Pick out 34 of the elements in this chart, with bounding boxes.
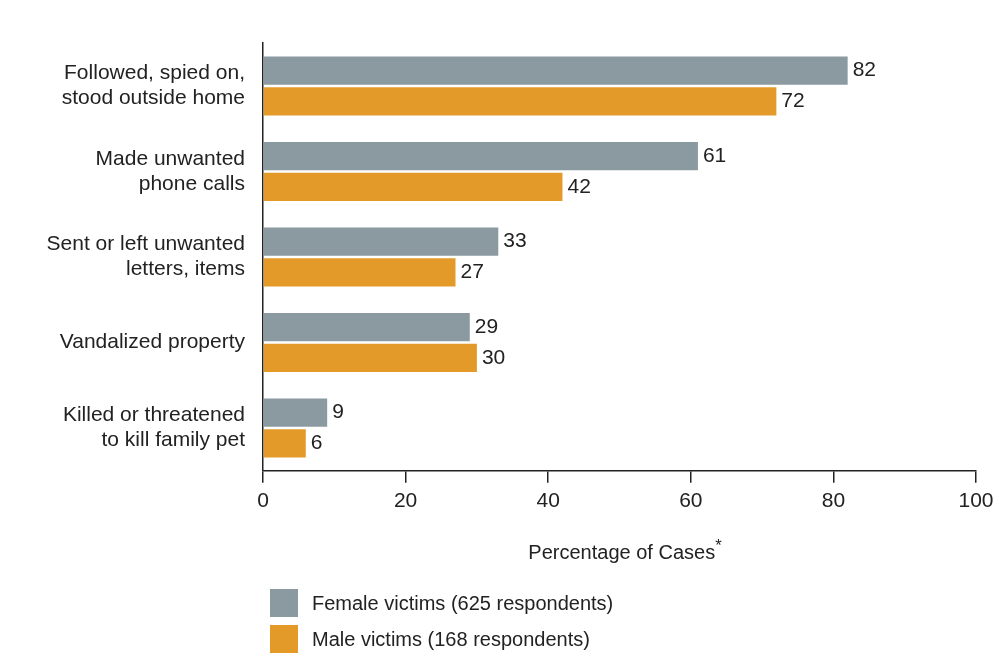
bar: [263, 429, 306, 458]
legend-label: Male victims (168 respondents): [312, 627, 590, 651]
bar: [263, 343, 477, 373]
bar: [263, 258, 456, 287]
x-tick-label: 20: [393, 488, 418, 512]
data-label: 61: [702, 142, 727, 166]
x-axis-title: Percentage of Cases$^{*}$: [527, 536, 723, 564]
bar: [263, 87, 777, 116]
data-label: 27: [460, 259, 484, 283]
bar: [263, 56, 848, 85]
bar: [263, 141, 698, 171]
bar: [263, 172, 563, 202]
data-label: 29: [474, 313, 499, 337]
bar: [263, 227, 499, 256]
data-label: 82: [852, 57, 877, 81]
legend-label: Female victims (625 respondents): [312, 591, 614, 615]
y-tick-label: Killed or threatened to kill family pet: [62, 402, 246, 451]
x-tick-label: 0: [257, 488, 269, 512]
x-tick-label: 80: [821, 488, 846, 512]
x-tick-label: 60: [679, 488, 703, 512]
data-label: 42: [567, 173, 591, 197]
y-tick-label: Followed, spied on, stood outside home: [61, 60, 245, 109]
x-tick-label: 40: [536, 488, 560, 512]
y-tick-label: Sent or left unwanted letters, items: [46, 231, 245, 280]
data-label: 72: [781, 88, 805, 112]
data-label: 9: [332, 399, 344, 423]
x-tick-label: 100: [958, 488, 994, 512]
bar: [263, 398, 328, 427]
bar: [263, 312, 470, 342]
y-tick-label: Made unwanted phone calls: [95, 145, 245, 194]
y-tick-label: Vandalized property: [59, 329, 246, 353]
data-label: 6: [310, 430, 323, 454]
data-label: 30: [481, 344, 506, 368]
data-label: 33: [503, 228, 527, 252]
